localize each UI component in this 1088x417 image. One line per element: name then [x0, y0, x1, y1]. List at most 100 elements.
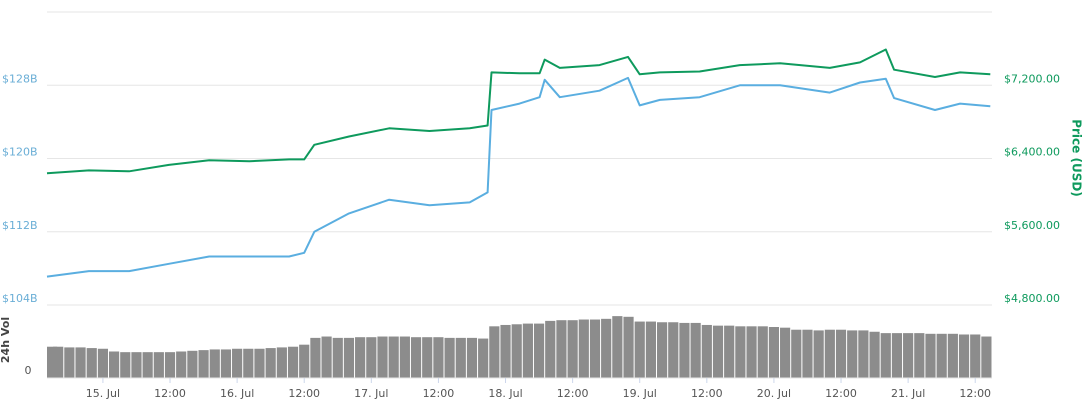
- volume-bar: [265, 348, 276, 378]
- volume-bar: [131, 352, 142, 378]
- x-tick-label: 19. Jul: [623, 387, 657, 400]
- volume-bar: [690, 322, 701, 378]
- volume-bar: [914, 333, 925, 378]
- volume-tick-label: 0: [25, 364, 32, 377]
- volume-bar: [858, 330, 869, 378]
- volume-bar: [64, 347, 75, 378]
- volume-bar: [813, 330, 824, 378]
- x-tick-label: 12:00: [154, 387, 186, 400]
- volume-bar: [824, 329, 835, 378]
- volume-bar: [645, 321, 656, 378]
- volume-bar: [321, 336, 332, 378]
- volume-bar: [802, 329, 813, 378]
- x-tick-label: 16. Jul: [220, 387, 254, 400]
- volume-bar: [556, 320, 567, 378]
- volume-bar: [254, 348, 265, 378]
- volume-bar: [746, 326, 757, 378]
- y2-tick-label: $7,200.00: [1004, 72, 1060, 85]
- volume-bar: [847, 330, 858, 378]
- volume-bar: [53, 346, 64, 378]
- volume-bar: [612, 316, 623, 378]
- y2-tick-label: $6,400.00: [1004, 146, 1060, 159]
- volume-bar: [668, 322, 679, 378]
- volume-bar: [757, 326, 768, 378]
- volume-bar: [925, 333, 936, 378]
- volume-bar: [455, 337, 466, 378]
- volume-bar: [444, 337, 455, 378]
- volume-bar: [880, 333, 891, 378]
- volume-bar: [243, 348, 254, 378]
- volume-bar: [176, 351, 187, 378]
- volume-bar: [970, 334, 981, 378]
- volume-bar: [47, 346, 58, 378]
- volume-bar: [791, 329, 802, 378]
- volume-bar: [835, 329, 847, 378]
- volume-bar: [701, 324, 712, 378]
- volume-bar: [712, 325, 724, 378]
- volume-bar: [75, 347, 86, 378]
- volume-bar: [153, 352, 164, 378]
- volume-bar: [343, 337, 355, 378]
- volume-bar: [310, 337, 321, 378]
- volume-bar: [209, 349, 220, 378]
- volume-bar: [634, 321, 645, 378]
- x-tick-label: 17. Jul: [354, 387, 388, 400]
- volume-bar: [232, 348, 243, 378]
- y-tick-label: $120B: [2, 146, 38, 159]
- volume-label: 24h Vol: [0, 317, 12, 363]
- volume-bar: [947, 333, 958, 378]
- volume-bar: [220, 349, 232, 378]
- volume-bar: [142, 352, 153, 378]
- volume-bar: [623, 316, 634, 378]
- volume-bar: [981, 336, 992, 378]
- volume-bar: [97, 348, 109, 378]
- y-tick-label: $104B: [2, 292, 38, 305]
- x-tick-label: 12:00: [557, 387, 589, 400]
- volume-bar: [332, 337, 343, 378]
- volume-bar: [466, 337, 478, 378]
- volume-bar: [366, 337, 377, 378]
- volume-bar: [287, 346, 299, 378]
- volume-bar: [109, 351, 120, 378]
- volume-bar: [679, 322, 690, 378]
- volume-bar: [120, 352, 131, 378]
- y2-tick-label: $5,600.00: [1004, 219, 1060, 232]
- x-tick-label: 12:00: [423, 387, 455, 400]
- x-tick-label: 12:00: [959, 387, 991, 400]
- x-tick-label: 15. Jul: [86, 387, 120, 400]
- volume-bar: [735, 326, 746, 378]
- volume-bar: [410, 337, 422, 378]
- volume-bar: [511, 324, 522, 378]
- x-tick-label: 12:00: [288, 387, 320, 400]
- y-tick-label: $128B: [2, 72, 38, 85]
- volume-bar: [377, 336, 388, 378]
- volume-bar: [388, 336, 399, 378]
- volume-bar: [433, 337, 444, 378]
- volume-bar: [601, 318, 612, 378]
- volume-bar: [724, 325, 735, 378]
- volume-bar: [545, 320, 556, 378]
- volume-bar: [198, 350, 209, 378]
- volume-bar: [903, 333, 914, 378]
- volume-bar: [958, 334, 970, 378]
- volume-bar: [500, 324, 511, 378]
- x-tick-label: 18. Jul: [488, 387, 522, 400]
- x-tick-label: 12:00: [825, 387, 857, 400]
- series-line: [46, 76, 991, 278]
- volume-bar: [869, 331, 880, 378]
- volume-bar: [768, 327, 780, 378]
- volume-bar: [489, 326, 500, 378]
- volume-bar: [399, 336, 410, 378]
- volume-bar: [533, 323, 545, 378]
- volume-bar: [578, 319, 589, 378]
- volume-bar: [422, 337, 433, 378]
- volume-bar: [86, 348, 97, 378]
- y2-axis-title: Price (USD): [1070, 119, 1084, 197]
- volume-bar: [589, 319, 601, 378]
- volume-bar: [780, 327, 791, 378]
- x-tick-label: 21. Jul: [891, 387, 925, 400]
- volume-bar: [478, 338, 489, 378]
- y2-tick-label: $4,800.00: [1004, 292, 1060, 305]
